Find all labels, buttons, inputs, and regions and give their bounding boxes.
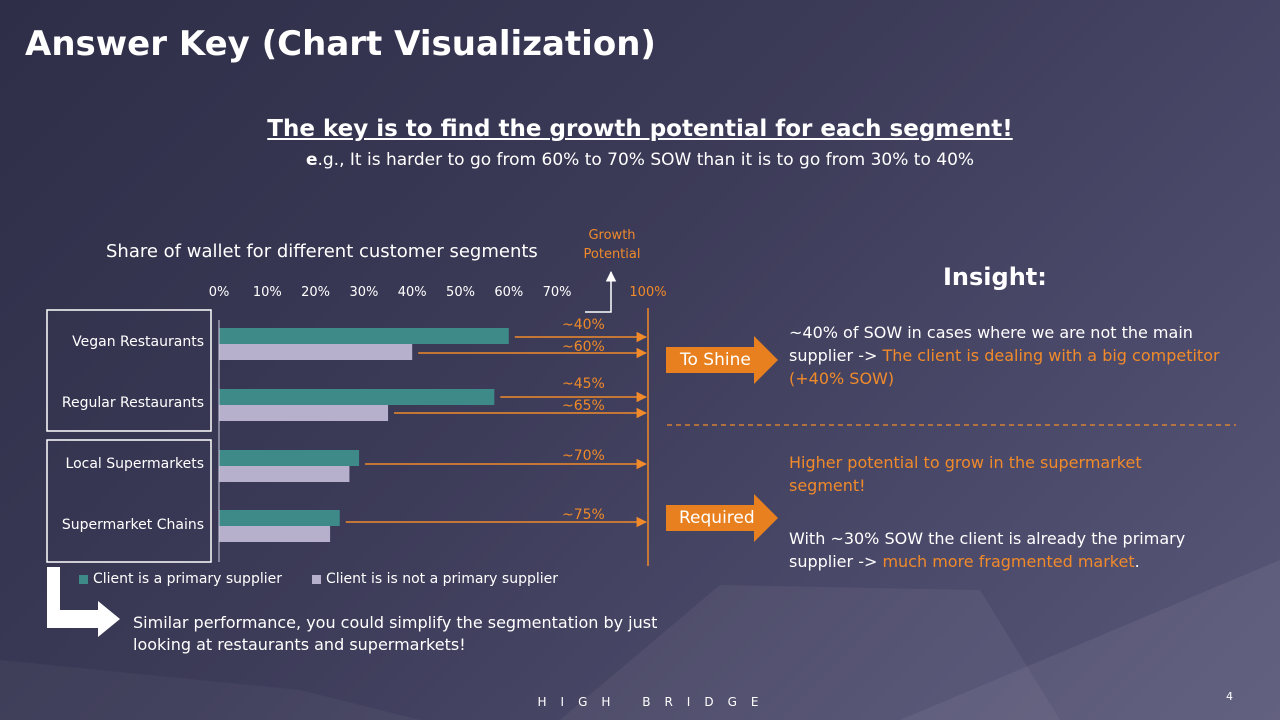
key-message: The key is to find the growth potential … [267, 116, 1013, 142]
legend-item-secondary: Client is is not a primary supplier [312, 571, 558, 587]
x-tick-label: 70% [542, 285, 572, 300]
x-tick-label: 30% [349, 285, 379, 300]
legend-label: Client is is not a primary supplier [326, 571, 558, 587]
insight-block-1: ~40% of SOW in cases where we are not th… [789, 321, 1229, 390]
example-text: .g., It is harder to go from 60% to 70% … [317, 150, 975, 170]
page-title: Answer Key (Chart Visualization) [25, 24, 656, 64]
insight-text: ~40% of SOW in cases where we are not th… [789, 323, 1193, 365]
x-tick-label: 40% [397, 285, 427, 300]
bar-not-primary [219, 405, 389, 421]
bar-primary [219, 450, 360, 466]
growth-label: ~60% [562, 339, 605, 355]
growth-potential-bracket [585, 270, 617, 313]
insight-text: With ~30% SOW the client is already the … [789, 529, 1186, 571]
category-label: Regular Restaurants [61, 395, 204, 411]
growth-label: ~75% [562, 507, 605, 523]
max-tick-label: 100% [629, 285, 667, 300]
growth-label: ~65% [562, 398, 605, 414]
required-arrow-icon [666, 494, 778, 542]
restaurant-group-box [46, 309, 212, 432]
insight-block-2: Higher potential to grow in the supermar… [789, 453, 1142, 495]
growth-potential-label: Growth Potential [583, 228, 641, 262]
legend-swatch [79, 574, 88, 584]
bar-not-primary [219, 526, 331, 542]
growth-label: ~45% [562, 376, 605, 392]
category-label: Vegan Restaurants [72, 334, 204, 350]
insight-block-3: With ~30% SOW the client is already the … [789, 527, 1229, 573]
supermarket-group-box [46, 439, 212, 563]
x-tick-label: 10% [252, 285, 282, 300]
page-number: 4 [1226, 690, 1233, 703]
legend-swatch [312, 574, 321, 584]
required-label: Required [679, 508, 755, 528]
growth-label: ~70% [562, 448, 605, 464]
insight-highlight: The client is dealing with a big competi… [789, 346, 1220, 388]
growth-label: ~40% [562, 317, 605, 333]
bar-primary [219, 510, 340, 526]
x-tick-label: 50% [446, 285, 475, 300]
simplify-note: Similar performance, you could simplify … [133, 613, 658, 654]
legend-label: Client is a primary supplier [93, 571, 282, 587]
example-line: e.g., It is harder to go from 60% to 70%… [0, 150, 1280, 170]
to-shine-arrow-icon [666, 336, 778, 384]
insight-highlight: much more fragmented market [882, 552, 1135, 571]
insight-title: Insight: [943, 263, 1047, 291]
category-label: Supermarket Chains [61, 517, 204, 533]
bar-primary [219, 389, 495, 405]
to-shine-label: To Shine [680, 350, 751, 370]
example-bold: e [305, 150, 318, 170]
category-label: Local Supermarkets [65, 456, 204, 472]
bar-not-primary [219, 466, 350, 482]
x-tick-label: 60% [494, 285, 524, 300]
simplify-arrow-icon [47, 567, 120, 637]
footer-brand: HIGH BRIDGE [537, 695, 773, 709]
bar-primary [219, 328, 509, 344]
legend-item-primary: Client is a primary supplier [79, 571, 282, 587]
bar-not-primary [219, 344, 413, 360]
x-tick-label: 20% [301, 285, 331, 300]
chart-title: Share of wallet for different customer s… [106, 241, 538, 262]
x-tick-label: 0% [208, 285, 230, 300]
insight-end: . [1134, 552, 1140, 571]
